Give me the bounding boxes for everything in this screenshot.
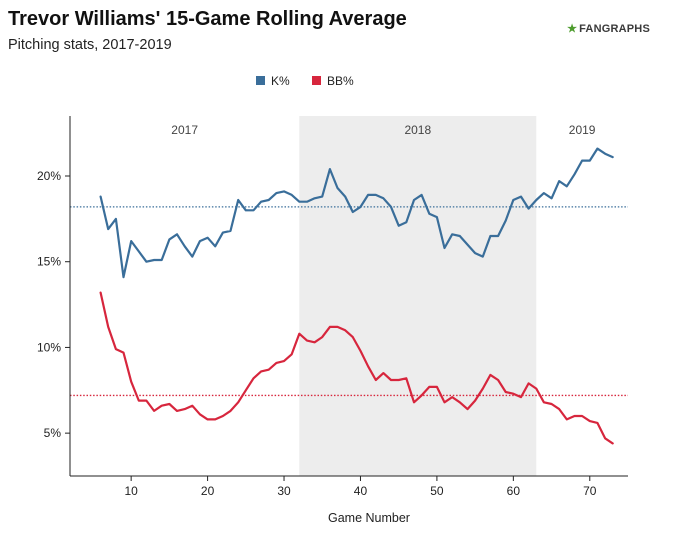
y-tick-label: 20%: [37, 169, 61, 183]
x-tick-label: 50: [430, 484, 444, 498]
y-tick-label: 15%: [37, 255, 61, 269]
x-tick-label: 30: [277, 484, 291, 498]
series-line-bb-pct: [99, 291, 614, 445]
fangraphs-logo: ★ FANGRAPHS: [567, 22, 650, 36]
x-axis-title: Game Number: [328, 511, 410, 525]
legend-label-k-pct: K%: [271, 74, 290, 88]
era-shading: 2017 2018 2019: [171, 116, 596, 476]
legend: K% BB%: [256, 74, 354, 88]
fangraphs-logo-text: FANGRAPHS: [579, 22, 650, 35]
series-lines: [99, 147, 614, 445]
fangraphs-logo-icon: ★: [567, 23, 578, 35]
x-tick-label: 20: [201, 484, 215, 498]
x-tick-label: 10: [124, 484, 138, 498]
x-tick-label: 70: [583, 484, 597, 498]
legend-swatch-k-pct: [256, 76, 265, 85]
x-tick-label: 40: [354, 484, 368, 498]
legend-label-bb-pct: BB%: [327, 74, 354, 88]
era-label-2018: 2018: [404, 123, 431, 137]
y-tick-label: 5%: [44, 426, 62, 440]
era-label-2017: 2017: [171, 123, 198, 137]
y-tick-label: 10%: [37, 340, 61, 354]
x-tick-label: 60: [507, 484, 521, 498]
series-line-k-pct: [99, 147, 614, 279]
reference-lines: [70, 206, 628, 397]
legend-swatch-bb-pct: [312, 76, 321, 85]
era-label-2019: 2019: [569, 123, 596, 137]
chart-title: Trevor Williams' 15-Game Rolling Average: [8, 8, 407, 30]
chart-subtitle: Pitching stats, 2017-2019: [8, 37, 172, 53]
axes: 10 20 30 40 50 60 70 5% 10% 15% 20%: [37, 116, 628, 498]
era-band-2018: [299, 116, 537, 476]
